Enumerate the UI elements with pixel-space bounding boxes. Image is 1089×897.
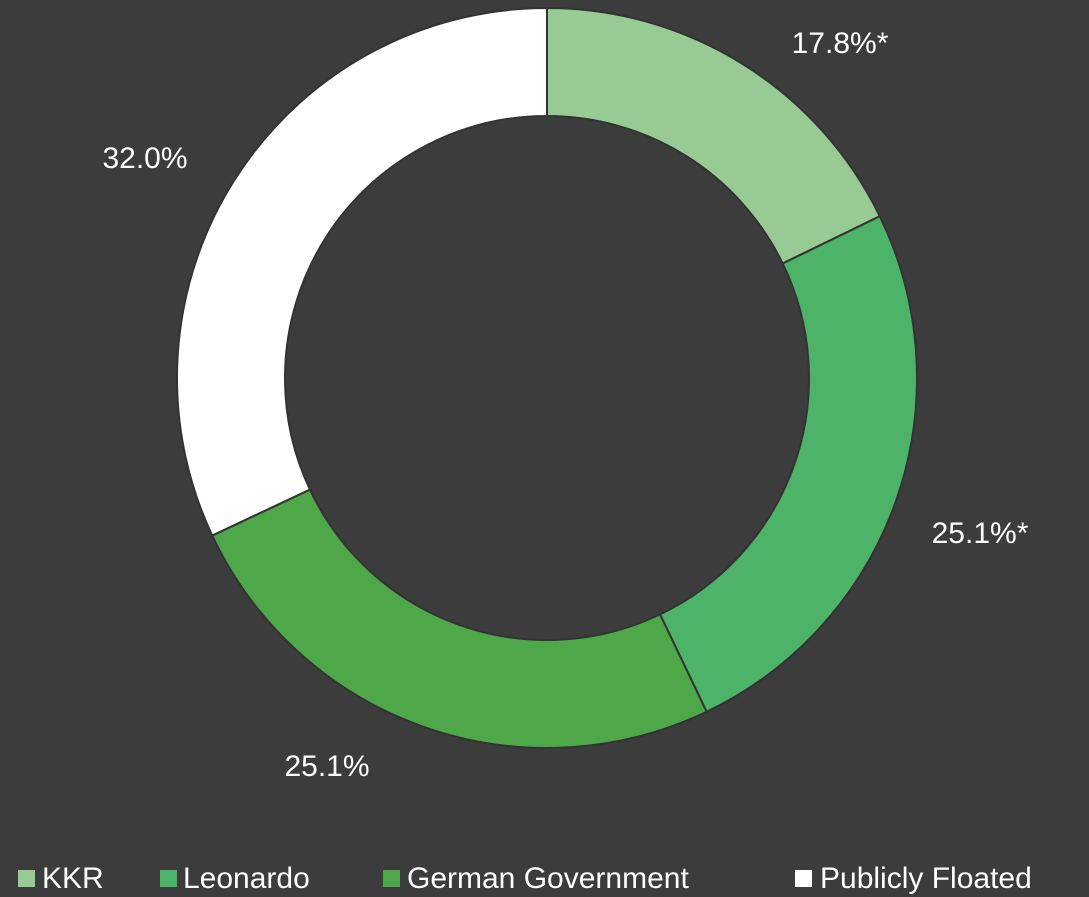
donut-slice [210,488,708,749]
legend-label: KKR [42,862,104,895]
legend-swatch [18,870,35,887]
donut-slice [658,214,918,714]
legend-label: Publicly Floated [820,862,1032,895]
data-label: 32.0% [102,142,187,175]
legend-label: Leonardo [183,862,310,895]
legend-label: German Government [407,862,689,895]
legend-swatch [160,870,177,887]
donut-slice [176,6,548,537]
data-label: 25.1%* [932,517,1029,550]
legend-swatch [383,870,400,887]
data-label: 25.1% [284,750,369,783]
data-label: 17.8%* [792,27,889,60]
legend-swatch [795,870,812,887]
